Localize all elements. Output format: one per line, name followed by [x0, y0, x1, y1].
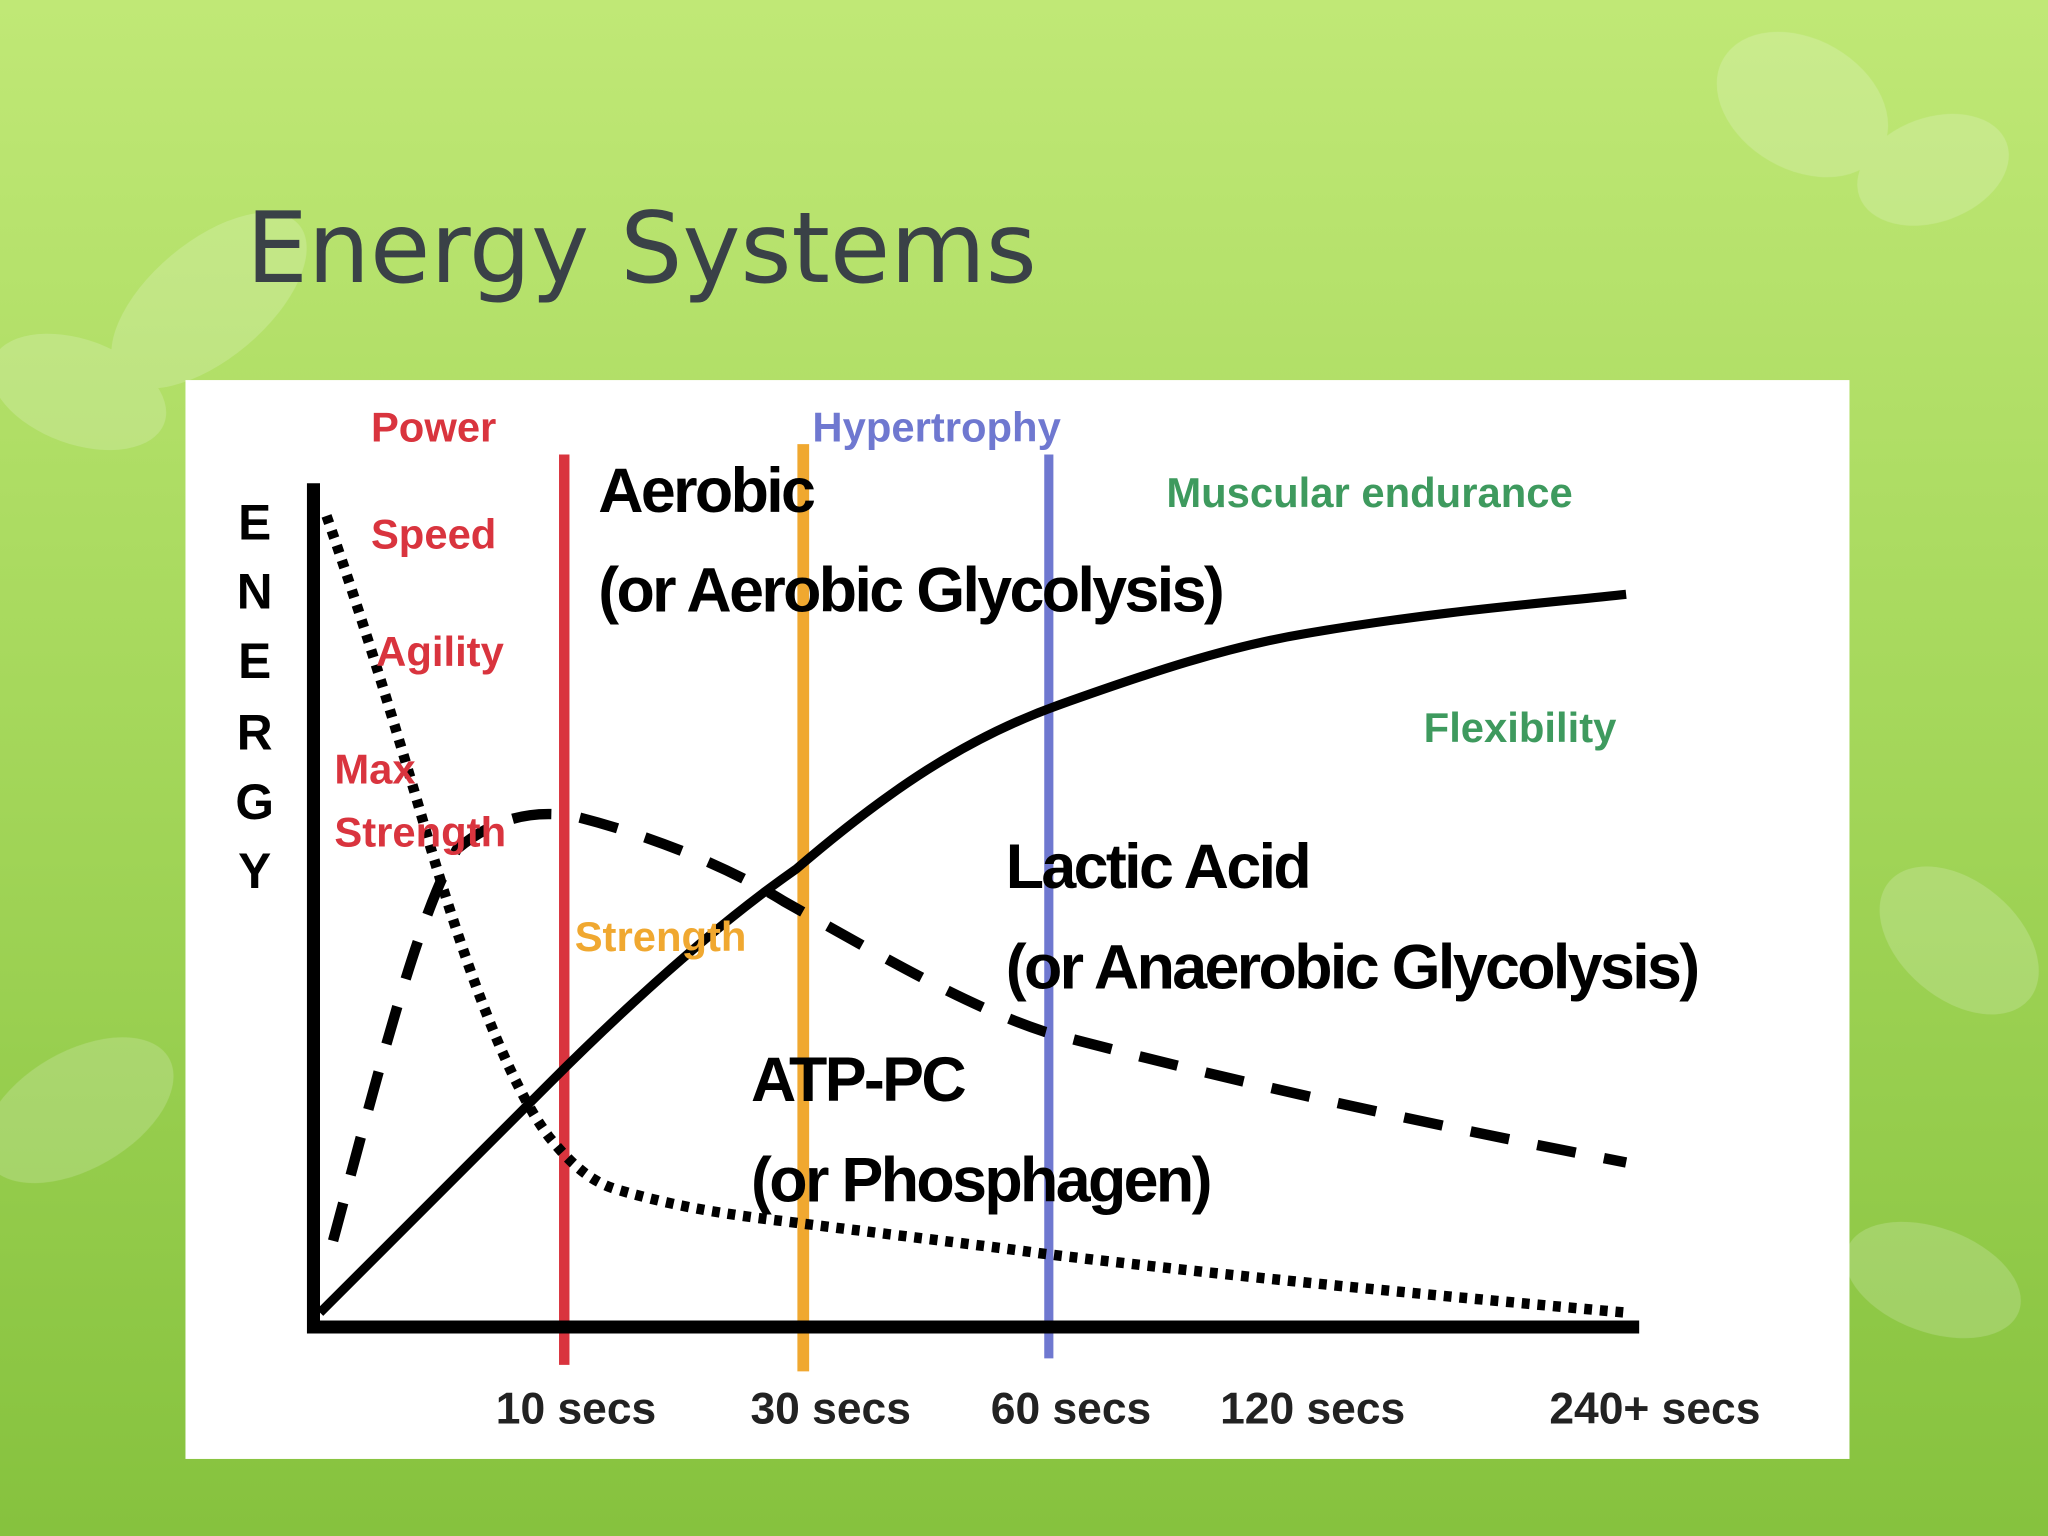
zone-label: Strength [575, 913, 747, 960]
butterflies [0, 31, 2039, 1339]
x-axis-label: 30 secs [750, 1385, 910, 1434]
y-axis-letter: E [238, 494, 271, 550]
y-axis-letter: G [235, 774, 274, 830]
lactic-acid-curve [328, 808, 1628, 1243]
slide-title: Energy Systems [246, 192, 1037, 306]
y-axis-letter: E [238, 633, 271, 689]
system-subtitle: (or Aerobic Glycolysis) [598, 555, 1222, 625]
zone-label: Power [371, 403, 496, 450]
zone-label: Agility [376, 628, 504, 675]
aerobic-curve [316, 589, 1627, 1316]
y-axis-letter: N [237, 564, 273, 620]
x-axis-label: 240+ secs [1549, 1385, 1760, 1434]
zone-label: Max [334, 746, 415, 793]
zone-label: Speed [371, 511, 496, 558]
x-axis-label: 120 secs [1220, 1385, 1405, 1434]
zone-label: Strength [334, 808, 506, 855]
y-axis-letter: R [237, 705, 273, 761]
system-name: ATP-PC [751, 1045, 965, 1115]
x-axis-label: 60 secs [991, 1385, 1151, 1434]
x-axis-label: 10 secs [496, 1385, 656, 1434]
system-subtitle: (or Phosphagen) [751, 1146, 1210, 1216]
y-axis-letter: Y [238, 843, 271, 899]
zone-label: Muscular endurance [1166, 469, 1572, 516]
zone-label: Flexibility [1424, 704, 1617, 751]
axes [306, 483, 1640, 1334]
atp-pc-curve [321, 514, 1627, 1318]
zone-label: Hypertrophy [812, 403, 1061, 450]
system-name: Lactic Acid [1006, 832, 1309, 902]
system-name: Aerobic [598, 456, 815, 526]
system-subtitle: (or Anaerobic Glycolysis) [1006, 933, 1698, 1003]
diagram-panel [185, 380, 1850, 1459]
